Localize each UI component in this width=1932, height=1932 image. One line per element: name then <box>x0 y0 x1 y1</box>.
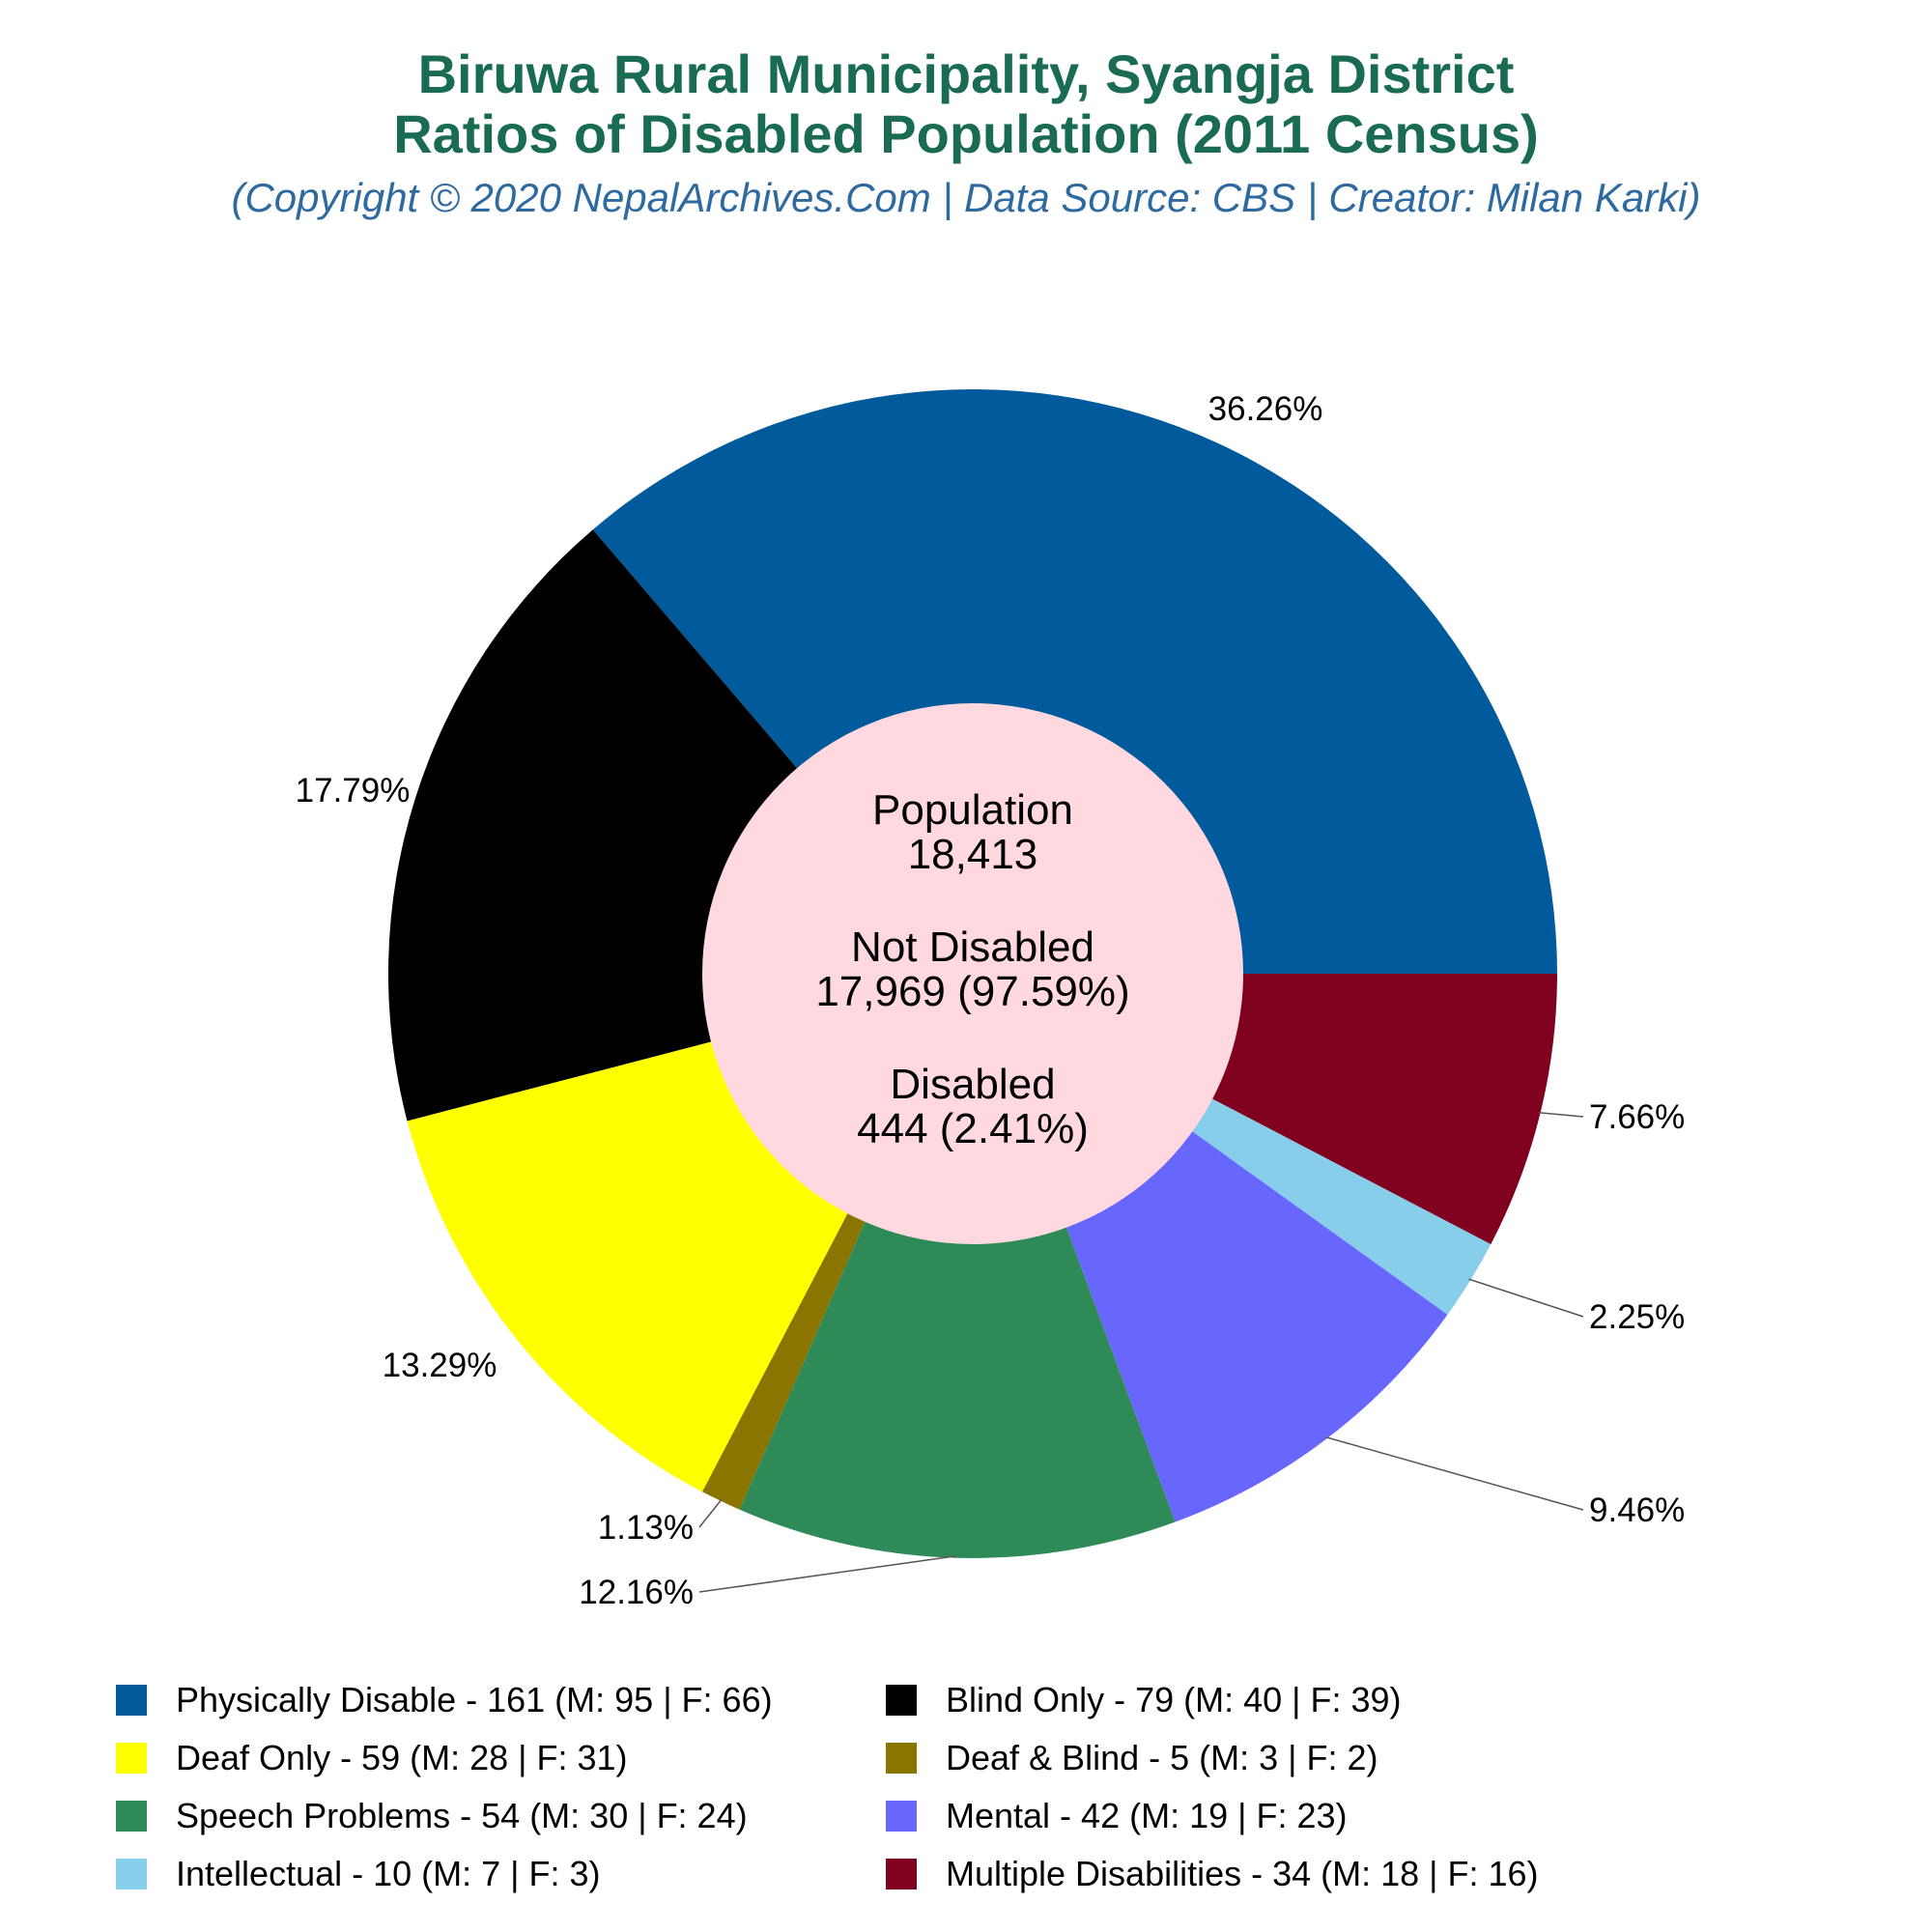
population-label: Population <box>872 786 1073 834</box>
legend-label: Blind Only - 79 (M: 40 | F: 39) <box>946 1680 1402 1719</box>
legend-swatch <box>116 1685 147 1716</box>
legend-item: Mental - 42 (M: 19 | F: 23) <box>886 1792 1348 1840</box>
percent-labels: 36.26% 17.79% 13.29% 1.13% 12.16% 9.46% 2.25% 7… <box>296 390 1686 1611</box>
disabled-value: 444 (2.41%) <box>857 1105 1089 1152</box>
legend-swatch <box>886 1859 917 1889</box>
percent-label-6: 9.46% <box>1589 1492 1685 1529</box>
chart-subtitle: (Copyright © 2020 NepalArchives.Com | Da… <box>231 175 1701 220</box>
legend-item: Physically Disable - 161 (M: 95 | F: 66) <box>116 1676 773 1724</box>
population-value: 18,413 <box>908 831 1038 878</box>
legend-swatch <box>116 1801 147 1832</box>
pie-slice-5 <box>739 974 1176 1558</box>
leader-line-5 <box>698 1555 957 1593</box>
not-disabled-value: 17,969 (97.59%) <box>815 968 1129 1015</box>
legend-label: Speech Problems - 54 (M: 30 | F: 24) <box>176 1796 748 1835</box>
legend-label: Mental - 42 (M: 19 | F: 23) <box>946 1796 1348 1835</box>
legend-item: Blind Only - 79 (M: 40 | F: 39) <box>886 1676 1402 1724</box>
legend-item: Deaf & Blind - 5 (M: 3 | F: 2) <box>886 1734 1378 1782</box>
percent-label-2: 17.79% <box>296 772 411 810</box>
legend-swatch <box>886 1743 917 1774</box>
center-circle <box>702 703 1243 1244</box>
legend-swatch <box>116 1743 147 1774</box>
label-leader-lines <box>698 1111 1584 1593</box>
percent-label-1: 36.26% <box>1208 390 1323 428</box>
legend-item: Multiple Disabilities - 34 (M: 18 | F: 1… <box>886 1850 1539 1898</box>
percent-label-5: 12.16% <box>579 1574 694 1611</box>
legend-item: Speech Problems - 54 (M: 30 | F: 24) <box>116 1792 748 1840</box>
chart-title-line-1: Biruwa Rural Municipality, Syangja Distr… <box>417 43 1515 104</box>
legend-swatch <box>116 1859 147 1889</box>
legend-label: Multiple Disabilities - 34 (M: 18 | F: 1… <box>946 1854 1539 1893</box>
percent-label-3: 13.29% <box>383 1347 497 1384</box>
percent-label-8: 7.66% <box>1589 1098 1685 1136</box>
legend-item: Deaf Only - 59 (M: 28 | F: 31) <box>116 1734 628 1782</box>
not-disabled-label: Not Disabled <box>851 923 1094 971</box>
percent-label-7: 2.25% <box>1589 1298 1685 1336</box>
legend-swatch <box>886 1801 917 1832</box>
percent-label-4: 1.13% <box>598 1509 694 1547</box>
legend-label: Deaf Only - 59 (M: 28 | F: 31) <box>176 1738 628 1777</box>
disabled-label: Disabled <box>890 1061 1055 1108</box>
legend-label: Intellectual - 10 (M: 7 | F: 3) <box>176 1854 601 1893</box>
leader-line-7 <box>1468 1278 1584 1318</box>
pie-slice-1 <box>592 388 1557 974</box>
leader-line-8 <box>1538 1111 1584 1118</box>
legend-label: Deaf & Blind - 5 (M: 3 | F: 2) <box>946 1738 1378 1777</box>
legend-label: Physically Disable - 161 (M: 95 | F: 66) <box>176 1680 773 1719</box>
leader-line-6 <box>1325 1435 1584 1511</box>
legend-item: Intellectual - 10 (M: 7 | F: 3) <box>116 1850 601 1898</box>
legend-swatch <box>886 1685 917 1716</box>
chart-title-line-2: Ratios of Disabled Population (2011 Cens… <box>393 103 1539 164</box>
leader-line-4 <box>698 1498 723 1528</box>
